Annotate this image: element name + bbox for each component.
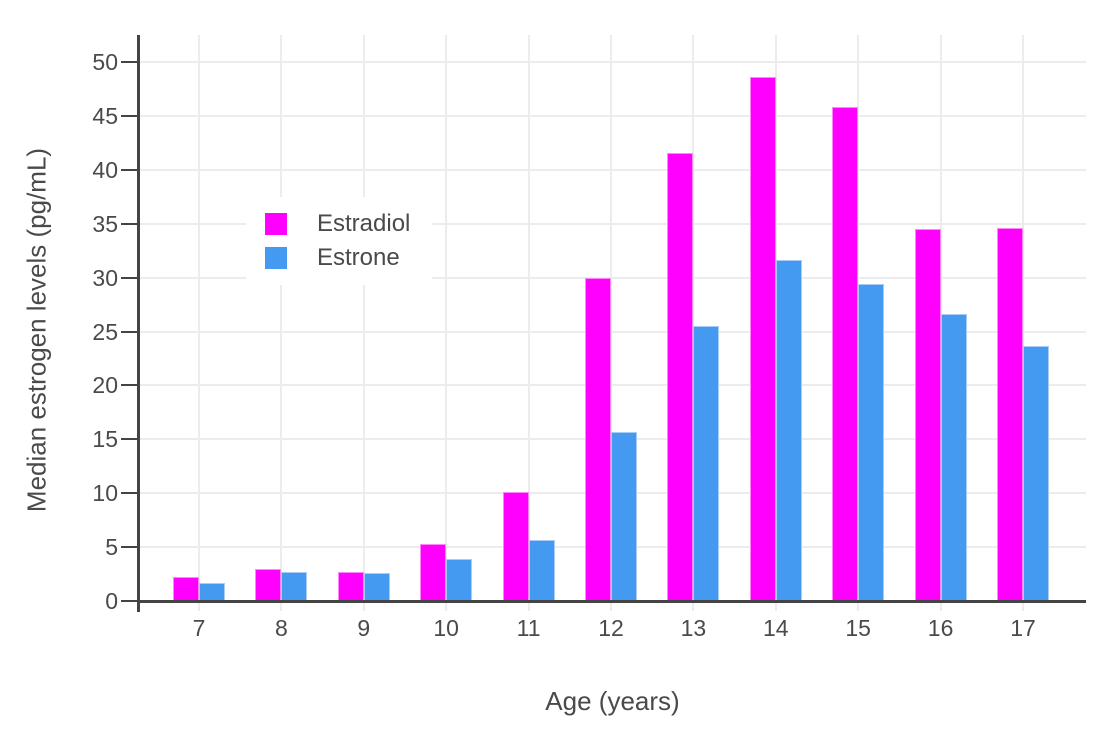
bar-estrone-age-9 — [363, 573, 390, 601]
legend: Estradiol Estrone — [246, 197, 433, 285]
y-tick — [121, 492, 138, 495]
legend-label: Estrone — [317, 244, 400, 271]
bar-estrone-age-7 — [199, 582, 225, 601]
v-gridline — [280, 35, 283, 611]
v-gridline — [610, 35, 612, 611]
y-tick-label: 30 — [92, 264, 118, 291]
h-gridline — [139, 330, 1086, 333]
y-tick — [121, 276, 138, 279]
bar-estrone-age-14 — [775, 260, 802, 601]
bar-estradiol-age-13 — [667, 152, 694, 601]
y-tick — [121, 61, 138, 63]
y-tick-label: 50 — [92, 49, 118, 75]
bar-estrone-age-17 — [1023, 345, 1049, 601]
y-tick-label: 0 — [105, 588, 118, 614]
bar-estradiol-age-8 — [255, 568, 282, 601]
legend-item-estrone[interactable]: Estrone — [265, 241, 410, 275]
y-tick-label: 10 — [92, 480, 118, 507]
x-tick-label: 11 — [516, 615, 541, 641]
bar-estradiol-age-9 — [337, 571, 364, 601]
bar-estrone-age-11 — [528, 539, 555, 601]
y-tick — [121, 438, 138, 441]
bar-estrone-age-10 — [446, 559, 473, 601]
y-tick-label: 35 — [92, 210, 118, 237]
bar-estradiol-age-15 — [832, 107, 859, 601]
y-tick-label: 25 — [92, 318, 118, 345]
bar-estradiol-age-14 — [749, 77, 776, 601]
y-tick — [121, 168, 138, 171]
plot-area — [139, 35, 1086, 611]
v-gridline — [198, 35, 200, 611]
x-axis-line — [137, 600, 1086, 603]
x-tick-label: 9 — [357, 615, 371, 641]
x-tick-label: 10 — [433, 615, 459, 641]
y-tick-label: 15 — [92, 426, 118, 453]
h-gridline — [139, 276, 1086, 279]
v-gridline — [445, 35, 448, 611]
x-tick-label: 16 — [927, 615, 954, 641]
y-axis-line — [137, 35, 140, 612]
v-gridline — [692, 35, 695, 611]
x-tick-label: 8 — [274, 615, 288, 641]
x-tick-label: 17 — [1010, 615, 1036, 641]
y-tick-label: 40 — [92, 156, 118, 183]
y-tick-label: 5 — [105, 534, 118, 561]
bar-estradiol-age-17 — [997, 228, 1023, 601]
bar-estrone-age-12 — [611, 431, 637, 601]
legend-swatch-estrone — [265, 247, 287, 269]
x-tick-label: 12 — [598, 615, 624, 641]
bar-estradiol-age-16 — [914, 229, 941, 601]
x-tick-label: 14 — [763, 615, 789, 641]
legend-item-estradiol[interactable]: Estradiol — [265, 207, 410, 241]
bar-estrone-age-13 — [693, 326, 720, 601]
h-gridline — [139, 168, 1086, 171]
bar-estrone-age-8 — [281, 571, 308, 601]
h-gridline — [139, 384, 1086, 387]
bar-estradiol-age-7 — [173, 577, 199, 601]
v-gridline — [362, 35, 365, 611]
y-tick-label: 20 — [92, 372, 118, 399]
x-axis-title: Age (years) — [545, 686, 680, 716]
legend-swatch-estradiol — [265, 213, 287, 235]
bar-estrone-age-16 — [940, 314, 967, 601]
x-tick-label: 13 — [680, 615, 707, 641]
bar-estradiol-age-11 — [502, 492, 529, 601]
y-tick — [121, 384, 138, 387]
bar-estrone-age-15 — [858, 284, 885, 601]
y-tick — [121, 114, 138, 117]
y-tick — [121, 600, 138, 602]
h-gridline — [139, 222, 1086, 225]
y-tick — [121, 330, 138, 333]
bar-estradiol-age-12 — [585, 277, 611, 601]
bar-estradiol-age-10 — [420, 543, 447, 601]
x-tick-label: 15 — [845, 615, 871, 641]
y-tick — [121, 222, 138, 225]
h-gridline — [139, 114, 1086, 117]
h-gridline — [139, 61, 1086, 63]
legend-label: Estradiol — [317, 210, 411, 237]
x-tick-label: 7 — [192, 615, 206, 641]
v-gridline — [527, 35, 530, 611]
y-tick — [121, 546, 138, 549]
y-tick-label: 45 — [92, 102, 118, 129]
v-gridline — [1022, 35, 1024, 611]
